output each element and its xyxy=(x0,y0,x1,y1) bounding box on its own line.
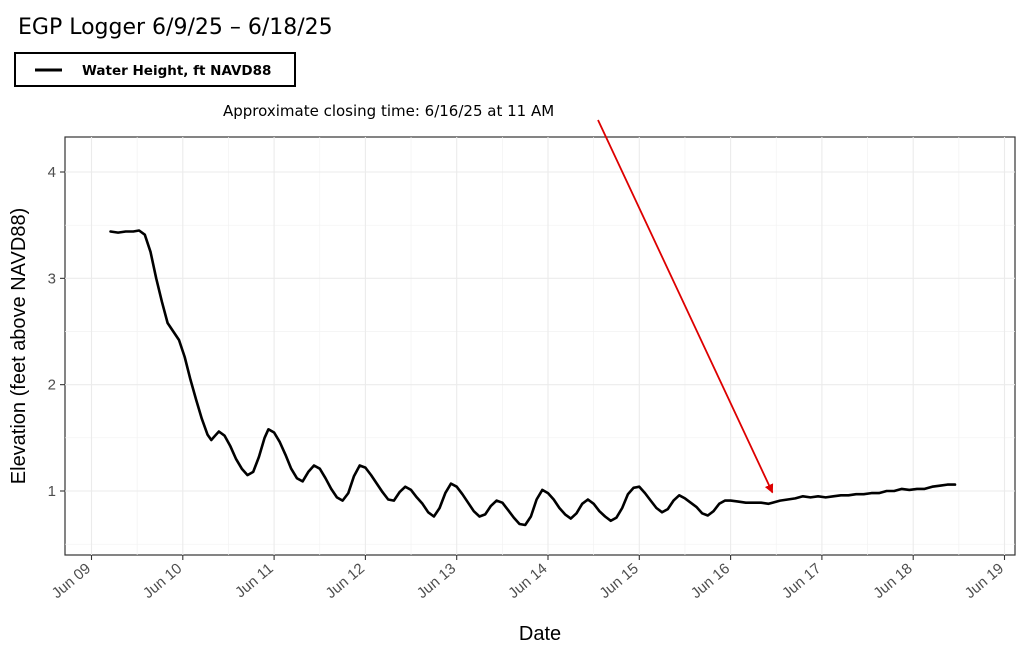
x-axis-title: Date xyxy=(519,623,561,645)
annotation-arrow xyxy=(597,119,774,494)
x-tick-label: Jun 11 xyxy=(232,560,277,601)
series-layer xyxy=(109,229,957,527)
y-axis: 1 2 3 4 xyxy=(48,164,65,500)
series-line xyxy=(109,229,957,527)
grid-minor xyxy=(65,137,1015,555)
legend: Water Height, ft NAVD88 xyxy=(14,52,296,87)
x-tick-label: Jun 18 xyxy=(870,560,915,602)
y-tick-label: 3 xyxy=(48,270,56,287)
x-tick-label: Jun 12 xyxy=(323,560,368,602)
x-tick-label: Jun 09 xyxy=(49,560,94,602)
y-tick-label: 1 xyxy=(48,483,56,500)
grid-major xyxy=(65,137,1015,555)
x-tick-label: Jun 13 xyxy=(414,560,459,602)
plot-panel xyxy=(64,136,1016,556)
x-tick-label: Jun 15 xyxy=(596,560,641,602)
chart-title: EGP Logger 6/9/25 – 6/18/25 xyxy=(18,15,333,40)
x-tick-label: Jun 10 xyxy=(140,560,185,602)
x-tick-label: Jun 14 xyxy=(505,560,550,602)
x-axis: Jun 09 Jun 10 Jun 11 Jun 12 Jun 13 Jun 14 Jun … xyxy=(49,555,1007,602)
y-axis-title: Elevation (feet above NAVD88) xyxy=(8,208,30,484)
y-tick-label: 4 xyxy=(48,164,56,181)
x-tick-label: Jun 19 xyxy=(962,560,1007,602)
legend-label: Water Height, ft NAVD88 xyxy=(82,63,271,79)
y-tick-label: 2 xyxy=(48,377,56,394)
x-tick-label: Jun 16 xyxy=(688,560,733,602)
annotation-text: Approximate closing time: 6/16/25 at 11 … xyxy=(223,102,554,120)
x-tick-label: Jun 17 xyxy=(779,560,824,602)
annotation: Approximate closing time: 6/16/25 at 11 … xyxy=(223,102,774,494)
